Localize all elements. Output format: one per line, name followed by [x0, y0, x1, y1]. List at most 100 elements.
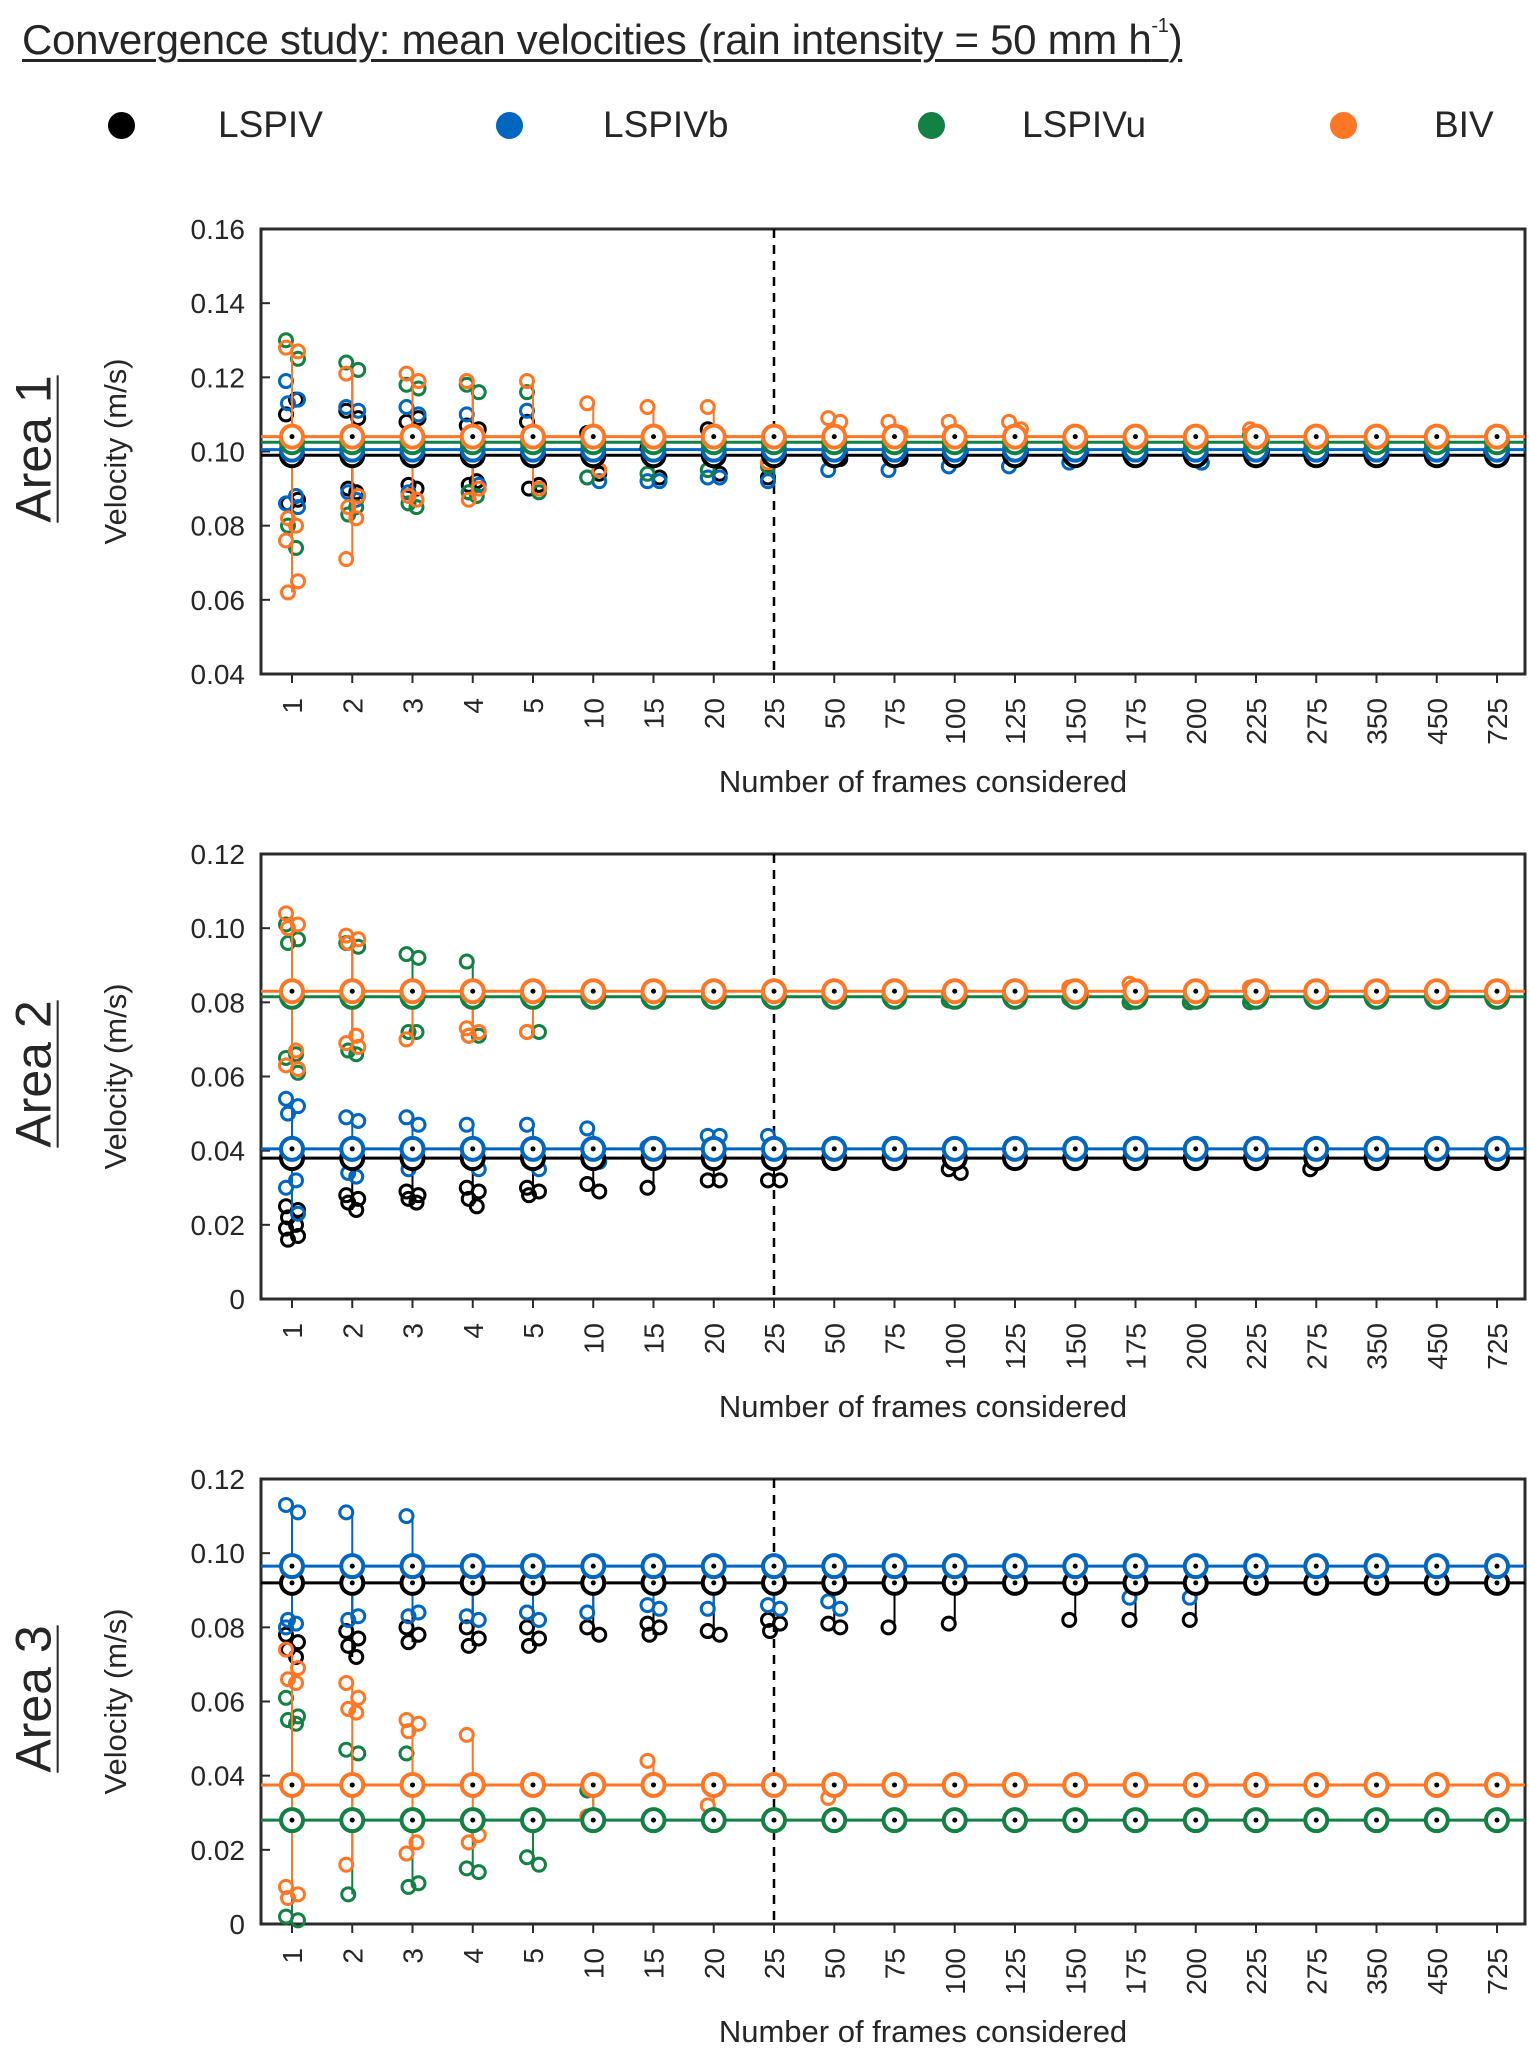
data-point-lspiv — [880, 1619, 897, 1636]
data-point-biv — [458, 1726, 475, 1743]
mean-center-dot — [1012, 988, 1018, 994]
data-point-biv — [519, 373, 535, 390]
mean-center-dot — [289, 434, 295, 440]
mean-center-dot — [1253, 1817, 1259, 1823]
x-tick-label: 15 — [639, 698, 670, 729]
mean-center-dot — [1494, 434, 1500, 440]
mean-center-dot — [1253, 988, 1259, 994]
data-point-lspivb — [519, 1604, 535, 1621]
y-axis-label: Velocity (m/s) — [98, 358, 133, 544]
mean-center-dot — [651, 434, 656, 440]
data-point-biv — [340, 1700, 357, 1717]
x-tick-label: 75 — [880, 1948, 911, 1979]
data-point-lspiv — [1181, 1611, 1198, 1628]
mean-center-dot — [1494, 1782, 1500, 1788]
mean-center-dot — [1374, 1563, 1379, 1569]
data-point-lspivb — [579, 1604, 596, 1621]
data-point-lspivb — [278, 1496, 294, 1513]
mean-center-dot — [771, 1580, 777, 1586]
x-tick-label: 225 — [1241, 1323, 1272, 1370]
mean-center-dot — [1012, 434, 1018, 440]
mean-center-dot — [892, 1817, 897, 1823]
mean-center-dot — [651, 988, 656, 994]
data-point-lspivb — [278, 1090, 294, 1107]
data-point-biv — [340, 935, 357, 951]
mean-center-dot — [952, 1563, 958, 1569]
x-tick-label: 20 — [699, 698, 730, 729]
data-point-lspiv — [1121, 1611, 1138, 1628]
data-point-lspivu — [400, 1878, 417, 1895]
data-point-lspiv — [408, 1194, 425, 1211]
mean-center-dot — [1193, 1146, 1199, 1152]
data-point-lspivb — [820, 1593, 837, 1610]
mean-center-dot — [349, 1580, 355, 1586]
y-tick-label: 0.04 — [191, 1136, 246, 1167]
data-point-lspivb — [519, 1116, 535, 1133]
mean-center-dot — [410, 1146, 415, 1152]
y-tick-label: 0 — [229, 1284, 245, 1315]
x-tick-label: 50 — [819, 698, 850, 729]
mean-center-dot — [590, 434, 596, 440]
data-point-biv — [278, 905, 294, 922]
legend-marker-icon — [918, 111, 945, 139]
data-point-lspivb — [410, 1116, 427, 1133]
y-axis-label: Velocity (m/s) — [98, 1608, 133, 1794]
panel-area-3: 0 0.02 0.04 0.06 0.08 0.10 0.12 1 2 3 4 5 10 15 20 25 50… — [98, 1464, 1527, 2049]
data-point-lspivb — [278, 1179, 294, 1196]
mean-center-dot — [1434, 1817, 1440, 1823]
mean-center-dot — [1133, 988, 1138, 994]
mean-center-dot — [1072, 1146, 1078, 1152]
mean-center-dot — [1434, 1146, 1440, 1152]
data-point-biv — [338, 365, 355, 382]
data-point-lspiv — [772, 1172, 788, 1189]
data-point-lspiv — [280, 1231, 296, 1248]
data-point-biv — [579, 395, 596, 412]
y-tick-label: 0.10 — [191, 1538, 246, 1569]
mean-center-dot — [1193, 988, 1199, 994]
axes-frame — [259, 852, 1527, 1301]
x-tick-label: 1 — [277, 1948, 308, 1964]
mean-center-dot — [1434, 434, 1440, 440]
mean-center-dot — [711, 1817, 717, 1823]
data-point-lspivu — [400, 495, 417, 512]
data-point-lspiv — [521, 1187, 537, 1204]
data-point-lspivu — [400, 1024, 417, 1040]
legend-label: LSPIVu — [1022, 104, 1147, 145]
data-point-biv — [278, 1641, 294, 1658]
data-point-lspivu — [290, 1912, 306, 1929]
mean-center-dot — [1313, 1580, 1319, 1586]
mean-center-dot — [1253, 1146, 1259, 1152]
mean-center-dot — [470, 1580, 476, 1586]
x-tick-label: 15 — [639, 1323, 670, 1354]
x-tick-label: 175 — [1121, 698, 1152, 745]
mean-center-dot — [1313, 434, 1319, 440]
mean-center-dot — [1012, 1817, 1018, 1823]
legend-item-lspiv: LSPIV — [108, 100, 323, 150]
data-point-lspivu — [531, 1856, 547, 1873]
mean-center-dot — [1494, 1817, 1500, 1823]
axes-frame — [259, 1477, 1527, 1926]
mean-center-dot — [1494, 1146, 1500, 1152]
mean-center-dot — [1193, 1782, 1199, 1788]
data-point-lspivu — [408, 499, 425, 516]
x-tick-label: 5 — [518, 698, 549, 714]
data-point-biv — [350, 488, 367, 504]
mean-center-dot — [952, 434, 958, 440]
data-point-lspiv — [521, 1637, 537, 1654]
mean-center-dot — [1374, 988, 1379, 994]
mean-center-dot — [1193, 1563, 1199, 1569]
mean-center-dot — [831, 1580, 837, 1586]
data-point-lspiv — [470, 1183, 487, 1200]
data-point-biv — [408, 491, 425, 508]
mean-center-dot — [892, 1782, 897, 1788]
mean-center-dot — [1133, 1782, 1138, 1788]
mean-center-dot — [1434, 1782, 1440, 1788]
x-tick-label: 10 — [578, 698, 609, 729]
data-point-lspivu — [338, 354, 355, 371]
data-point-lspivu — [288, 539, 304, 556]
data-point-biv — [460, 1027, 477, 1044]
x-axis-label: Number of frames considered — [719, 1389, 1127, 1424]
mean-center-dot — [530, 988, 536, 994]
data-point-lspivu — [278, 1689, 294, 1706]
y-tick-label: 0.06 — [191, 1062, 246, 1093]
